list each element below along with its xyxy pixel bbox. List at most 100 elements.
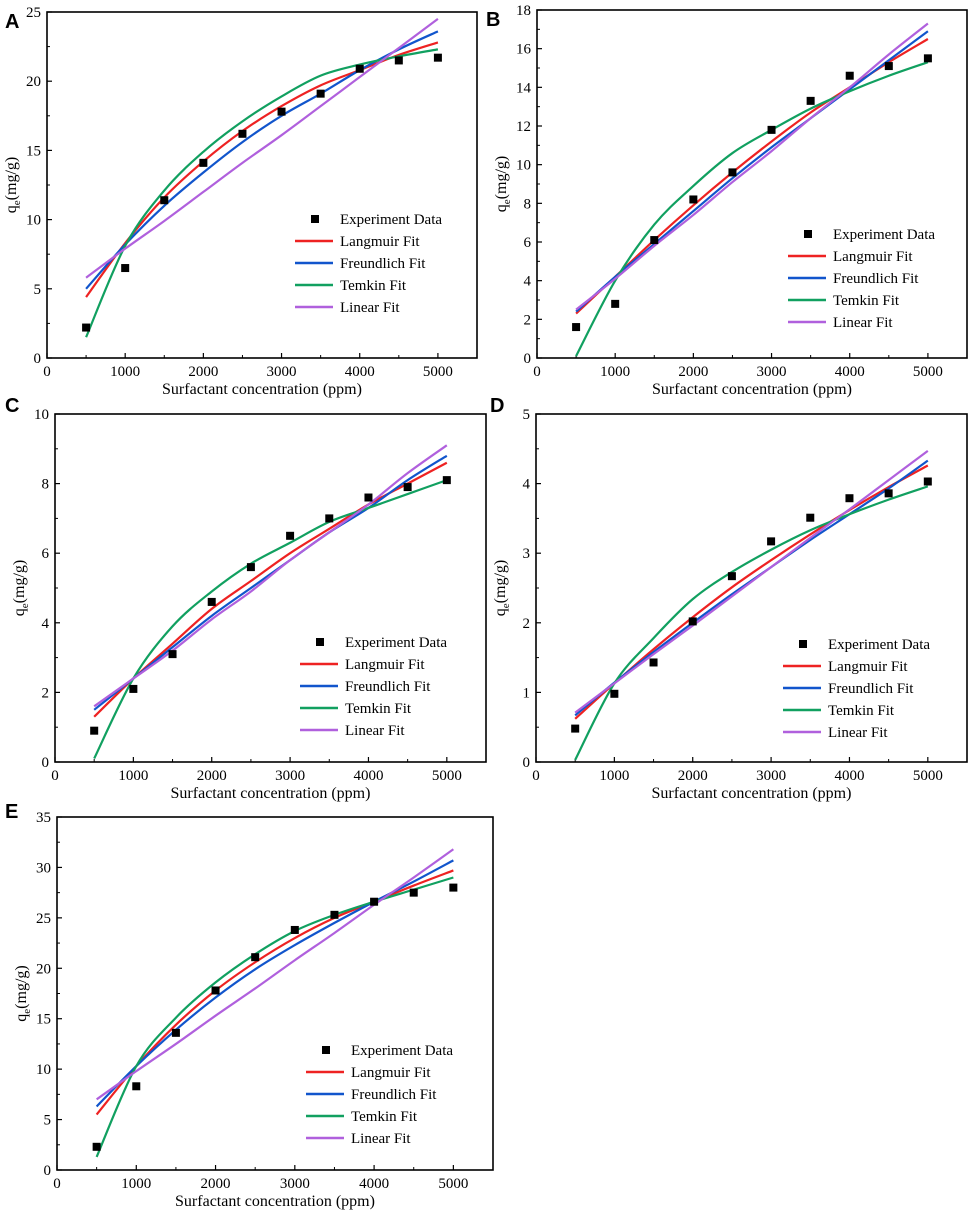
x-tick-label: 4000: [834, 768, 864, 784]
legend-marker-square: [804, 230, 812, 238]
x-tick-label: 4000: [359, 1176, 389, 1192]
experiment-data-point: [132, 1082, 141, 1091]
legend-marker-square: [316, 638, 324, 646]
legend-label: Linear Fit: [828, 725, 888, 741]
legend-label: Experiment Data: [340, 212, 442, 228]
x-tick-label: 4000: [353, 768, 383, 784]
y-tick-label: 25: [36, 911, 51, 927]
y-label-unit: (mg/g): [493, 156, 510, 200]
x-tick-label: 5000: [423, 364, 453, 380]
x-tick-label: 2000: [197, 768, 227, 784]
experiment-data-point: [767, 537, 776, 546]
y-label-q: q: [13, 1014, 30, 1022]
legend-label: Temkin Fit: [828, 703, 895, 719]
experiment-data-point: [409, 888, 418, 897]
y-tick-label: 2: [42, 685, 50, 701]
y-tick-label: 6: [524, 235, 532, 251]
legend-label: Temkin Fit: [833, 293, 900, 309]
experiment-data-point: [82, 323, 91, 332]
x-tick-label: 0: [43, 364, 51, 380]
x-tick-label: 1000: [121, 1176, 151, 1192]
experiment-data-point: [330, 910, 339, 919]
experiment-data-point: [610, 689, 619, 698]
y-tick-label: 12: [516, 119, 531, 135]
x-tick-label: 1000: [110, 364, 140, 380]
legend-label: Langmuir Fit: [345, 657, 425, 673]
experiment-data-point: [688, 617, 697, 626]
legend-label: Experiment Data: [345, 635, 447, 651]
legend-label: Temkin Fit: [340, 278, 407, 294]
experiment-data-point: [325, 514, 334, 523]
legend-label: Langmuir Fit: [833, 249, 913, 265]
legend: Experiment Data Langmuir Fit Freundlich Fi…: [788, 227, 935, 331]
fit-line-linear-fit: [574, 450, 929, 714]
y-tick-label: 4: [524, 274, 532, 290]
y-tick-label: 10: [26, 213, 41, 229]
experiment-data-point: [845, 494, 854, 503]
fit-line-temkin-fit: [574, 485, 929, 761]
y-tick-label: 8: [524, 196, 532, 212]
experiment-data-point: [246, 563, 255, 572]
y-label-q: q: [3, 205, 20, 213]
panel-b: B 0 1000 2000 3000 4000 5000 0 2 4 6 8 10 12 14 16 18 Sur…: [486, 3, 968, 398]
experiment-data-point: [171, 1028, 180, 1037]
y-tick-label: 10: [34, 407, 49, 423]
plot-frame: [46, 11, 478, 359]
experiment-data-point: [728, 168, 737, 177]
experiment-data-point: [160, 196, 169, 205]
y-axis-label: qe(mg/g): [492, 560, 512, 616]
experiment-data-point: [277, 107, 286, 116]
y-tick-label: 15: [26, 143, 41, 159]
legend-label: Linear Fit: [351, 1131, 411, 1147]
fit-line-linear-fit: [96, 848, 454, 1101]
legend-label: Temkin Fit: [345, 701, 412, 717]
x-tick-label: 4000: [835, 364, 865, 380]
legend-label: Temkin Fit: [351, 1109, 418, 1125]
y-axis-label: qe(mg/g): [3, 157, 23, 213]
experiment-data-point: [884, 489, 893, 498]
y-axis-label: qe(mg/g): [11, 560, 31, 616]
legend-marker-square: [311, 215, 319, 223]
x-tick-label: 5000: [432, 768, 462, 784]
y-tick-label: 35: [36, 810, 51, 826]
x-tick-label: 2000: [678, 768, 708, 784]
experiment-data-point: [650, 236, 659, 245]
legend-label: Freundlich Fit: [345, 679, 431, 695]
y-tick-label: 20: [36, 961, 51, 977]
y-label-unit: (mg/g): [3, 157, 20, 201]
y-tick-label: 0: [524, 351, 532, 367]
x-axis-label: Surfactant concentration (ppm): [652, 785, 852, 802]
experiment-data-point: [92, 1142, 101, 1151]
experiment-data-point: [923, 477, 932, 486]
experiment-data-point: [238, 129, 247, 138]
y-tick-label: 3: [523, 546, 531, 562]
y-tick-label: 20: [26, 74, 41, 90]
y-tick-label: 5: [34, 282, 42, 298]
experiment-data-point: [290, 925, 299, 934]
y-axis-label: qe(mg/g): [493, 156, 513, 212]
legend-label: Experiment Data: [833, 227, 935, 243]
fit-line-temkin-fit: [93, 479, 448, 760]
x-tick-label: 3000: [280, 1176, 310, 1192]
y-tick-label: 8: [42, 477, 50, 493]
x-tick-label: 0: [51, 768, 59, 784]
experiment-data-point: [727, 572, 736, 581]
experiment-data-point: [364, 493, 373, 502]
experiment-data-point: [689, 195, 698, 204]
legend: Experiment Data Langmuir Fit Freundlich Fi…: [306, 1043, 453, 1147]
fit-line-linear-fit: [85, 18, 439, 279]
experiment-data-point: [806, 513, 815, 522]
panel-letter: A: [5, 11, 19, 33]
experiment-data-point: [129, 684, 138, 693]
y-label-subscript: e: [21, 1009, 33, 1014]
fit-line-freundlich-fit: [85, 30, 439, 290]
plot-frame: [56, 816, 494, 1171]
fit-line-temkin-fit: [85, 48, 439, 338]
y-tick-label: 10: [36, 1062, 51, 1078]
x-tick-label: 4000: [345, 364, 375, 380]
legend-label: Langmuir Fit: [828, 659, 908, 675]
legend-label: Langmuir Fit: [351, 1065, 431, 1081]
experiment-data-point: [355, 64, 364, 73]
experiment-data-point: [403, 483, 412, 492]
